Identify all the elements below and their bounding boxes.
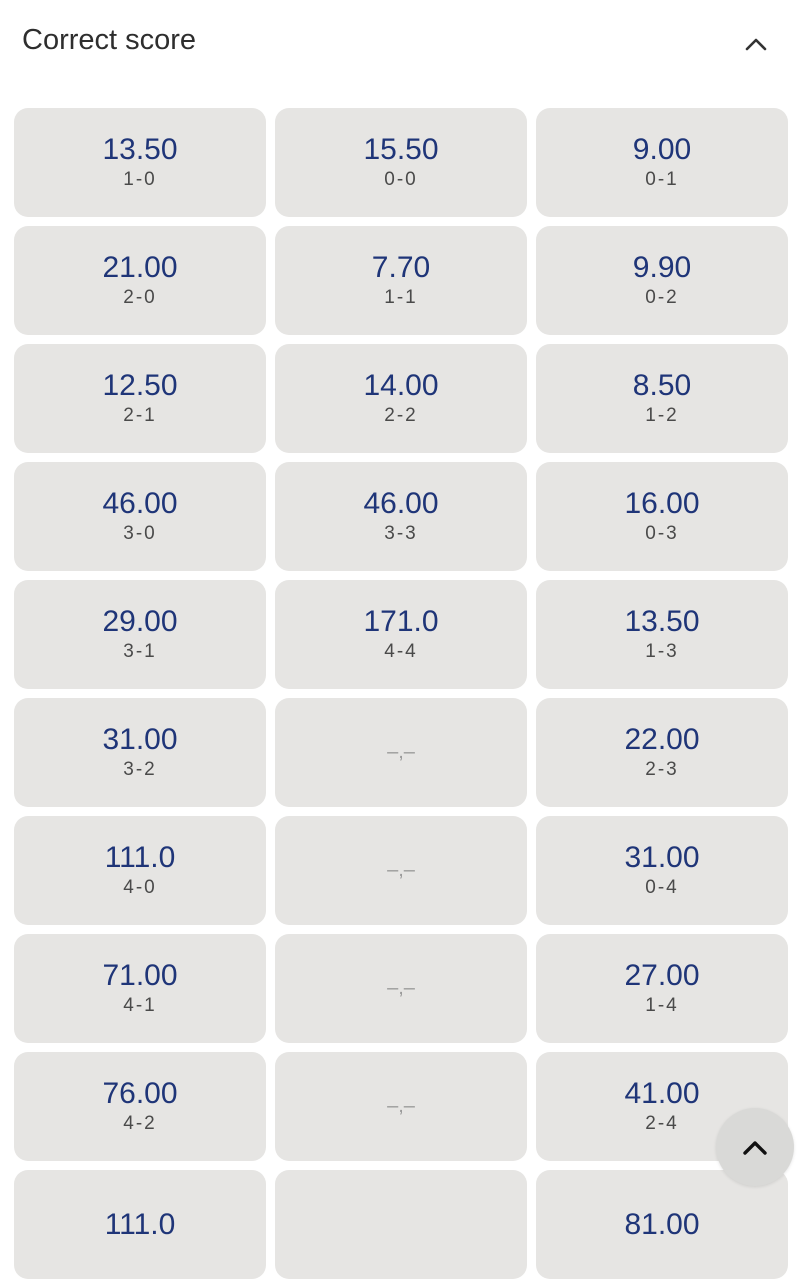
score-label: 3-0 xyxy=(123,522,157,544)
odds-value: 7.70 xyxy=(371,250,431,284)
odds-value: 46.00 xyxy=(363,486,439,520)
odds-button[interactable]: 71.00 4-1 xyxy=(14,934,266,1043)
collapse-button[interactable] xyxy=(738,26,774,62)
score-label: 0-3 xyxy=(645,522,679,544)
odds-value: 29.00 xyxy=(102,604,178,638)
odds-value: 81.00 xyxy=(624,1207,700,1241)
score-label: 1-0 xyxy=(123,168,157,190)
odds-value: 41.00 xyxy=(624,1076,700,1110)
odds-value: 15.50 xyxy=(363,132,439,166)
odds-value: 31.00 xyxy=(102,722,178,756)
odds-button[interactable]: –,– xyxy=(275,934,527,1043)
odds-value: 111.0 xyxy=(104,840,176,874)
odds-value: 171.0 xyxy=(363,604,439,638)
score-label: 2-4 xyxy=(645,1112,679,1134)
score-label: 3-3 xyxy=(384,522,418,544)
odds-button[interactable]: 46.00 3-0 xyxy=(14,462,266,571)
odds-button[interactable]: –,– xyxy=(275,1052,527,1161)
score-label: 4-1 xyxy=(123,994,157,1016)
odds-button[interactable]: 171.0 4-4 xyxy=(275,580,527,689)
odds-button[interactable]: 46.00 3-3 xyxy=(275,462,527,571)
chevron-up-icon xyxy=(745,38,767,51)
score-label: 2-0 xyxy=(123,286,157,308)
score-label: 0-0 xyxy=(384,168,418,190)
odds-button[interactable]: 29.00 3-1 xyxy=(14,580,266,689)
odds-value: 13.50 xyxy=(102,132,178,166)
odds-button[interactable]: 21.00 2-0 xyxy=(14,226,266,335)
score-label: 2-2 xyxy=(384,404,418,426)
score-label: 1-1 xyxy=(384,286,418,308)
odds-button[interactable]: 111.0 4-0 xyxy=(14,816,266,925)
odds-unavailable: –,– xyxy=(387,859,415,881)
odds-grid: 13.50 1-0 15.50 0-0 9.00 0-1 21.00 2-0 7.70 1-1 9.… xyxy=(14,108,788,1279)
odds-value: 71.00 xyxy=(102,958,178,992)
score-label: 1-2 xyxy=(645,404,679,426)
odds-button[interactable]: 13.50 1-3 xyxy=(536,580,788,689)
odds-button[interactable]: 9.90 0-2 xyxy=(536,226,788,335)
odds-value: 22.00 xyxy=(624,722,700,756)
score-label: 4-4 xyxy=(384,640,418,662)
score-label: 0-2 xyxy=(645,286,679,308)
score-label: 4-0 xyxy=(123,876,157,898)
score-label: 2-1 xyxy=(123,404,157,426)
odds-unavailable: –,– xyxy=(387,977,415,999)
score-label: 2-3 xyxy=(645,758,679,780)
odds-button[interactable]: 13.50 1-0 xyxy=(14,108,266,217)
market-header: Correct score xyxy=(0,0,800,90)
odds-button[interactable]: 41.00 2-4 xyxy=(536,1052,788,1161)
odds-button[interactable]: 15.50 0-0 xyxy=(275,108,527,217)
odds-value: 9.90 xyxy=(632,250,692,284)
odds-value: 31.00 xyxy=(624,840,700,874)
odds-button[interactable]: 14.00 2-2 xyxy=(275,344,527,453)
odds-button[interactable]: –,– xyxy=(275,816,527,925)
odds-value: 9.00 xyxy=(632,132,692,166)
odds-value: 12.50 xyxy=(102,368,178,402)
scroll-to-top-button[interactable] xyxy=(716,1108,794,1186)
odds-value: 14.00 xyxy=(363,368,439,402)
chevron-up-icon xyxy=(743,1141,767,1155)
score-label: 3-2 xyxy=(123,758,157,780)
score-label: 3-1 xyxy=(123,640,157,662)
odds-button[interactable]: 27.00 1-4 xyxy=(536,934,788,1043)
odds-button[interactable]: 31.00 0-4 xyxy=(536,816,788,925)
market-title: Correct score xyxy=(22,24,197,56)
score-label: 4-2 xyxy=(123,1112,157,1134)
score-label: 0-4 xyxy=(645,876,679,898)
odds-value: 8.50 xyxy=(632,368,692,402)
odds-button[interactable]: 12.50 2-1 xyxy=(14,344,266,453)
score-label: 1-4 xyxy=(645,994,679,1016)
odds-button[interactable]: 111.0 xyxy=(14,1170,266,1279)
odds-value: 13.50 xyxy=(624,604,700,638)
odds-value: 16.00 xyxy=(624,486,700,520)
odds-button[interactable]: –,– xyxy=(275,698,527,807)
odds-value: 46.00 xyxy=(102,486,178,520)
score-label: 0-1 xyxy=(645,168,679,190)
odds-button[interactable]: 9.00 0-1 xyxy=(536,108,788,217)
odds-value: 111.0 xyxy=(104,1207,176,1241)
odds-button[interactable]: 8.50 1-2 xyxy=(536,344,788,453)
odds-button[interactable] xyxy=(275,1170,527,1279)
odds-button[interactable]: 81.00 xyxy=(536,1170,788,1279)
odds-button[interactable]: 22.00 2-3 xyxy=(536,698,788,807)
odds-value: 27.00 xyxy=(624,958,700,992)
odds-button[interactable]: 31.00 3-2 xyxy=(14,698,266,807)
odds-button[interactable]: 16.00 0-3 xyxy=(536,462,788,571)
odds-button[interactable]: 76.00 4-2 xyxy=(14,1052,266,1161)
score-label: 1-3 xyxy=(645,640,679,662)
odds-value: 76.00 xyxy=(102,1076,178,1110)
odds-value: 21.00 xyxy=(102,250,178,284)
odds-unavailable: –,– xyxy=(387,741,415,763)
odds-button[interactable]: 7.70 1-1 xyxy=(275,226,527,335)
odds-unavailable: –,– xyxy=(387,1095,415,1117)
